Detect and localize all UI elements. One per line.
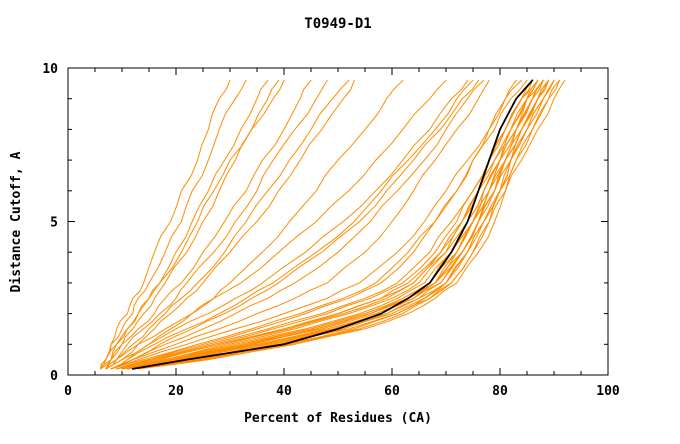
model-curve	[121, 79, 544, 370]
model-curve	[105, 79, 350, 370]
model-curve	[116, 79, 533, 370]
model-curve	[99, 79, 285, 370]
model-curve	[110, 79, 479, 370]
model-curve	[137, 79, 566, 370]
model-curve	[99, 79, 247, 370]
model-curve	[126, 79, 550, 370]
model-curve	[121, 79, 550, 370]
model-curve	[110, 79, 404, 370]
model-curve	[110, 79, 523, 370]
model-curve	[110, 79, 485, 370]
model-curve	[99, 79, 280, 370]
tick-labels-group: 0 20 40 60 80 100 0 5 10	[42, 62, 620, 399]
model-curve	[132, 79, 560, 370]
axes-group	[67, 67, 609, 376]
model-curve	[121, 79, 544, 370]
x-tick-label: 0	[64, 384, 72, 399]
model-curves-group	[99, 79, 566, 370]
model-curve	[116, 79, 539, 370]
model-curve	[116, 79, 539, 370]
model-curve	[105, 79, 328, 370]
model-curve	[99, 79, 231, 370]
model-curve	[105, 79, 469, 370]
x-tick-label: 100	[596, 384, 620, 399]
x-tick-label: 80	[492, 384, 508, 399]
model-curve	[105, 79, 312, 370]
x-axis-label: Percent of Residues (CA)	[244, 411, 432, 426]
model-curve	[99, 79, 269, 370]
model-curve	[110, 79, 528, 370]
x-tick-label: 60	[384, 384, 400, 399]
y-tick-label: 10	[42, 62, 58, 77]
x-tick-label: 40	[276, 384, 292, 399]
model-curve	[110, 79, 490, 370]
y-tick-label: 5	[50, 216, 58, 231]
model-curve	[110, 79, 474, 370]
model-curve	[116, 79, 517, 370]
model-curve	[105, 79, 355, 370]
y-axis-label: Distance Cutoff, A	[9, 151, 24, 292]
x-tick-label: 20	[168, 384, 184, 399]
plot-title: T0949-D1	[304, 16, 371, 32]
y-tick-label: 0	[50, 369, 58, 384]
reference-curve	[131, 79, 534, 370]
model-curve	[121, 79, 539, 370]
model-curve	[105, 79, 447, 370]
model-curve	[132, 79, 560, 370]
model-curve	[132, 79, 555, 370]
